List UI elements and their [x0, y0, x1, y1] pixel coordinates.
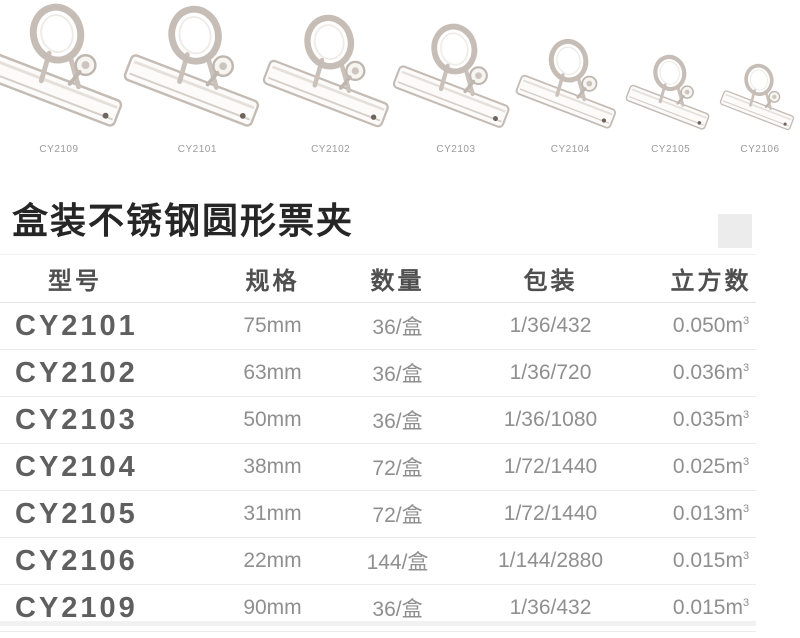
cell-qty: 36/盒	[372, 410, 423, 433]
bottom-divider	[0, 621, 756, 626]
cubic-value: 0.013m	[672, 502, 743, 525]
cell-cubic: 0.013m3	[666, 502, 756, 526]
cubic-superscript: 3	[742, 456, 750, 468]
product-label: CY2104	[550, 144, 590, 155]
header-cubic: 立方数	[670, 268, 752, 295]
cell-model: CY2109	[15, 591, 138, 624]
product-label: CY2109	[39, 144, 79, 155]
table-row: CY2103 50mm 36/盒 1/36/1080 0.035m3	[0, 397, 756, 444]
cell-model: CY2102	[15, 356, 138, 389]
cell-qty: 72/盒	[372, 457, 423, 480]
cubic-value: 0.036m	[672, 361, 743, 384]
cell-cubic: 0.015m3	[666, 596, 756, 620]
product-label: CY2105	[651, 144, 691, 155]
cell-spec: 22mm	[243, 549, 302, 572]
spec-table: 型号 规格 数量 包装 立方数 CY2101 75mm 36/盒 1/36/43…	[0, 254, 756, 632]
product-figure-cy2101: CY2101	[139, 6, 255, 155]
cell-spec: 31mm	[243, 502, 302, 525]
cell-pack: 1/36/432	[509, 596, 592, 619]
cubic-superscript: 3	[742, 550, 750, 562]
cell-pack: 1/72/1440	[503, 502, 598, 525]
product-figure-cy2104: CY2104	[527, 39, 613, 155]
cubic-value: 0.015m	[672, 596, 743, 619]
clip-image	[139, 6, 255, 134]
header-spec: 规格	[245, 268, 300, 295]
header-qty: 数量	[370, 268, 425, 295]
product-image-row: CY2109 CY2101 CY2102 CY2103 CY2104 CY210…	[0, 4, 792, 155]
product-label: CY2101	[177, 144, 217, 155]
product-figure-cy2102: CY2102	[277, 15, 385, 155]
product-figure-cy2105: CY2105	[635, 55, 707, 155]
cell-spec: 50mm	[243, 408, 302, 431]
cell-qty: 72/盒	[372, 504, 423, 527]
cell-pack: 1/36/720	[509, 361, 592, 384]
table-header-row: 型号 规格 数量 包装 立方数	[0, 254, 756, 303]
placeholder-square	[718, 214, 752, 248]
cell-model: CY2105	[15, 497, 138, 530]
clip-image	[277, 15, 385, 134]
clip-image	[0, 4, 118, 134]
cell-qty: 144/盒	[366, 551, 429, 574]
table-row: CY2105 31mm 72/盒 1/72/1440 0.013m3	[0, 491, 756, 538]
table-row: CY2109 90mm 36/盒 1/36/432 0.015m3	[0, 585, 756, 632]
cell-pack: 1/144/2880	[497, 549, 604, 572]
cell-model: CY2104	[15, 450, 138, 483]
product-figure-cy2109: CY2109	[0, 4, 118, 155]
product-figure-cy2103: CY2103	[406, 24, 506, 155]
cubic-superscript: 3	[742, 597, 750, 609]
product-label: CY2102	[311, 144, 351, 155]
cubic-superscript: 3	[742, 362, 750, 374]
cell-spec: 90mm	[243, 596, 302, 619]
clip-image	[527, 39, 613, 134]
page-title: 盒装不锈钢圆形票夹	[12, 200, 355, 241]
cell-cubic: 0.025m3	[666, 455, 756, 479]
cell-model: CY2106	[15, 544, 138, 577]
cell-pack: 1/72/1440	[503, 455, 598, 478]
cell-pack: 1/36/1080	[503, 408, 598, 431]
clip-image	[728, 64, 792, 134]
cell-qty: 36/盒	[372, 598, 423, 621]
cell-qty: 36/盒	[372, 363, 423, 386]
cubic-value: 0.015m	[672, 549, 743, 572]
cubic-superscript: 3	[742, 409, 750, 421]
cubic-value: 0.050m	[672, 314, 743, 337]
cubic-value: 0.035m	[672, 408, 743, 431]
cubic-superscript: 3	[742, 315, 750, 327]
product-label: CY2106	[740, 144, 780, 155]
cell-model: CY2101	[15, 309, 138, 342]
table-row: CY2104 38mm 72/盒 1/72/1440 0.025m3	[0, 444, 756, 491]
clip-image	[635, 55, 707, 134]
table-row: CY2102 63mm 36/盒 1/36/720 0.036m3	[0, 350, 756, 397]
cell-cubic: 0.015m3	[666, 549, 756, 573]
product-label: CY2103	[436, 144, 476, 155]
cell-spec: 63mm	[243, 361, 302, 384]
header-model: 型号	[48, 268, 102, 295]
table-row: CY2106 22mm 144/盒 1/144/2880 0.015m3	[0, 538, 756, 585]
clip-image	[406, 24, 506, 134]
table-row: CY2101 75mm 36/盒 1/36/432 0.050m3	[0, 303, 756, 350]
cell-cubic: 0.035m3	[666, 408, 756, 432]
cell-pack: 1/36/432	[509, 314, 592, 337]
cell-model: CY2103	[15, 403, 138, 436]
cell-spec: 75mm	[243, 314, 302, 337]
header-pack: 包装	[523, 268, 578, 295]
cubic-superscript: 3	[742, 503, 750, 515]
cell-qty: 36/盒	[372, 316, 423, 339]
cubic-value: 0.025m	[672, 455, 743, 478]
cell-cubic: 0.050m3	[666, 314, 756, 338]
cell-cubic: 0.036m3	[666, 361, 756, 385]
cell-spec: 38mm	[243, 455, 302, 478]
product-figure-cy2106: CY2106	[728, 64, 792, 155]
